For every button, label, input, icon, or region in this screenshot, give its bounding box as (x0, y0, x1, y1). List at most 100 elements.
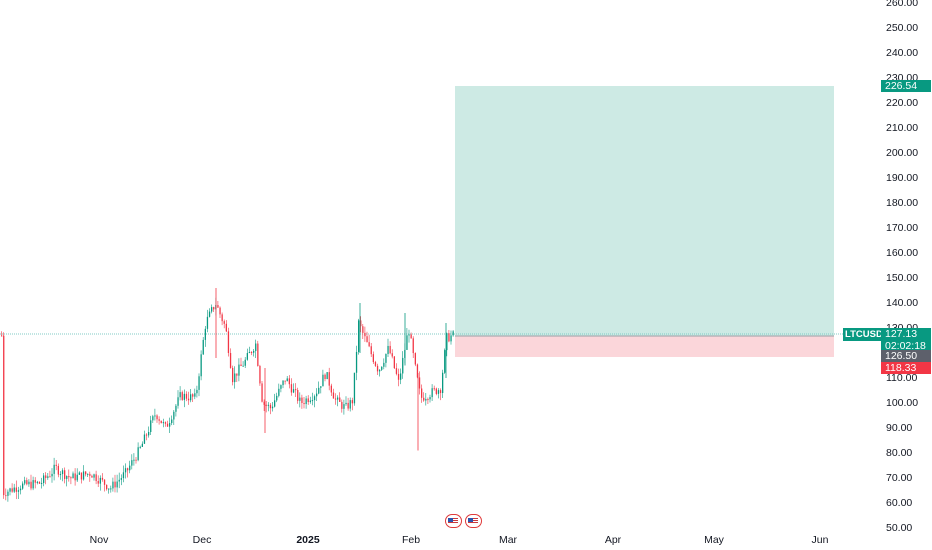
candle-body (208, 311, 211, 317)
candle-body (339, 397, 341, 402)
candle-body (259, 365, 261, 384)
candle-body (93, 474, 95, 478)
candle-body (175, 405, 177, 412)
candle-body (91, 475, 93, 478)
candle-body (448, 333, 450, 342)
entry-price-box[interactable]: 126.50 (881, 350, 931, 362)
price-tick-label: 50.00 (886, 522, 913, 534)
candle-body (183, 393, 185, 400)
candle-body (334, 398, 337, 400)
candle-body (444, 350, 446, 373)
candle-body (122, 472, 125, 479)
candle-body (402, 357, 404, 374)
price-tick-label: 250.00 (886, 22, 919, 34)
candle-body (246, 353, 248, 360)
target-price-box[interactable]: 226.54 (881, 80, 931, 92)
current-price-value: 127.13 (885, 328, 918, 340)
candle-body (59, 474, 62, 476)
candle-body (32, 480, 34, 489)
loss-zone[interactable] (455, 336, 834, 357)
candle-body (198, 376, 200, 390)
candle-body (187, 398, 190, 401)
candle-body (47, 476, 49, 478)
candle-body (61, 470, 64, 475)
candle-body (17, 490, 20, 492)
candle-body (292, 389, 295, 393)
candle-body (332, 392, 335, 399)
candle-body (265, 404, 267, 406)
candle-body (324, 374, 326, 380)
candle-body (160, 420, 162, 424)
candle-body (179, 392, 181, 398)
candle-body (158, 419, 160, 421)
candle-body (368, 342, 370, 347)
candle-body (379, 369, 381, 372)
candle-body (66, 475, 68, 479)
symbol-badge[interactable]: LTCUSD (843, 328, 885, 341)
candle-body (150, 420, 152, 433)
candle-body (343, 404, 345, 409)
candle-body (427, 399, 429, 401)
candle-body (80, 472, 83, 480)
price-tick-label: 260.00 (886, 0, 919, 9)
candle-body (108, 488, 110, 490)
candle-body (24, 480, 26, 484)
price-tick-label: 140.00 (886, 297, 919, 309)
candle-body (152, 416, 154, 421)
candle-body (349, 400, 351, 409)
candle-body (295, 389, 297, 391)
candle-body (101, 477, 104, 480)
price-tick-label: 210.00 (886, 122, 919, 134)
candle-body (3, 335, 5, 496)
candle-body (345, 402, 347, 405)
us-flag-icon[interactable] (445, 514, 462, 528)
candle-body (236, 373, 238, 376)
candle-body (171, 419, 173, 424)
time-axis[interactable]: Nov Dec 2025 Feb Mar Apr May Jun (0, 530, 880, 550)
candle-body (234, 373, 236, 383)
us-flag-icon[interactable] (465, 514, 482, 528)
stop-price-box[interactable]: 118.33 (881, 362, 931, 374)
candle-body (141, 443, 143, 447)
candle-body (435, 388, 437, 394)
candle-body (274, 400, 276, 407)
candle-body (53, 464, 55, 474)
candle-body (238, 364, 240, 376)
chart-area[interactable]: LTCUSD (0, 0, 885, 530)
candle-body (244, 359, 246, 366)
candle-body (116, 481, 118, 488)
candle-body (169, 423, 171, 427)
candle-body (362, 326, 364, 333)
candle-body (328, 372, 330, 386)
candle-body (219, 307, 221, 315)
candle-body (309, 400, 311, 403)
candle-body (370, 346, 372, 355)
profit-zone[interactable] (455, 86, 834, 336)
candle-body (423, 397, 425, 401)
candle-body (318, 387, 320, 394)
candle-body (185, 393, 188, 399)
candle-body (192, 394, 194, 397)
candle-body (190, 394, 192, 401)
candle-body (276, 395, 278, 401)
candle-body (418, 377, 421, 389)
candle-body (439, 390, 442, 394)
candle-body (30, 481, 32, 489)
current-price-box[interactable]: 127.13 02:02:18 (881, 328, 931, 352)
candle-body (114, 481, 116, 488)
candle-body (374, 362, 377, 366)
candle-body (99, 477, 101, 484)
candle-body (43, 475, 45, 483)
candlestick-chart[interactable] (0, 0, 880, 530)
candle-body (282, 380, 284, 386)
candle-body (446, 333, 448, 351)
candle-body (124, 468, 127, 473)
candle-body (19, 488, 22, 491)
candle-body (288, 378, 290, 385)
candle-body (301, 397, 303, 403)
candle-body (372, 354, 374, 363)
candles-group (1, 288, 454, 502)
candle-body (112, 481, 114, 489)
candle-body (263, 401, 265, 405)
candle-body (376, 365, 379, 372)
